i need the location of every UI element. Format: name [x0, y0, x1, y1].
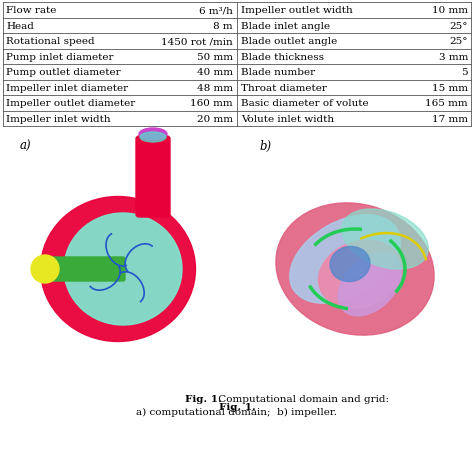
Ellipse shape	[40, 197, 195, 342]
Ellipse shape	[139, 129, 167, 141]
Ellipse shape	[342, 209, 428, 269]
FancyBboxPatch shape	[136, 137, 170, 218]
Text: Impeller outlet width: Impeller outlet width	[241, 6, 353, 15]
Text: Rotational speed: Rotational speed	[6, 37, 95, 46]
Text: Impeller outlet diameter: Impeller outlet diameter	[6, 99, 135, 108]
Text: 20 mm: 20 mm	[197, 114, 233, 123]
Circle shape	[31, 256, 59, 283]
Text: b): b)	[260, 140, 272, 153]
Text: Head: Head	[6, 22, 34, 31]
Text: Computational domain and grid:: Computational domain and grid:	[215, 395, 389, 403]
Text: 5: 5	[461, 68, 468, 77]
Ellipse shape	[276, 203, 434, 336]
Ellipse shape	[140, 133, 166, 143]
Text: Throat diameter: Throat diameter	[241, 84, 327, 93]
Text: Blade number: Blade number	[241, 68, 315, 77]
Text: 17 mm: 17 mm	[432, 114, 468, 123]
Text: Flow rate: Flow rate	[6, 6, 56, 15]
Text: 50 mm: 50 mm	[197, 53, 233, 62]
Text: Fig. 1.: Fig. 1.	[185, 395, 222, 403]
Ellipse shape	[338, 252, 402, 316]
Text: 3 mm: 3 mm	[438, 53, 468, 62]
Text: a): a)	[20, 140, 32, 153]
Text: Impeller inlet width: Impeller inlet width	[6, 114, 110, 123]
Text: Blade thickness: Blade thickness	[241, 53, 324, 62]
Text: a) computational domain;  b) impeller.: a) computational domain; b) impeller.	[137, 407, 337, 416]
Text: 25°: 25°	[449, 22, 468, 31]
Text: Pump outlet diameter: Pump outlet diameter	[6, 68, 120, 77]
Text: 48 mm: 48 mm	[197, 84, 233, 93]
Text: 165 mm: 165 mm	[425, 99, 468, 108]
Text: 1450 rot /min: 1450 rot /min	[161, 37, 233, 46]
Text: Volute inlet width: Volute inlet width	[241, 114, 334, 123]
Text: 40 mm: 40 mm	[197, 68, 233, 77]
Ellipse shape	[319, 241, 401, 308]
Ellipse shape	[290, 215, 400, 303]
Ellipse shape	[64, 213, 182, 325]
Text: 160 mm: 160 mm	[191, 99, 233, 108]
Text: Basic diameter of volute: Basic diameter of volute	[241, 99, 369, 108]
Text: Fig. 1. Computational domain and grid:: Fig. 1. Computational domain and grid:	[0, 458, 1, 459]
Text: 8 m: 8 m	[213, 22, 233, 31]
Text: Pump inlet diameter: Pump inlet diameter	[6, 53, 113, 62]
Ellipse shape	[330, 247, 370, 282]
FancyBboxPatch shape	[41, 257, 125, 281]
Text: Impeller inlet diameter: Impeller inlet diameter	[6, 84, 128, 93]
Text: 15 mm: 15 mm	[432, 84, 468, 93]
Text: Blade outlet angle: Blade outlet angle	[241, 37, 337, 46]
Text: 25°: 25°	[449, 37, 468, 46]
Text: Blade inlet angle: Blade inlet angle	[241, 22, 330, 31]
Text: 10 mm: 10 mm	[432, 6, 468, 15]
Text: Fig. 1.: Fig. 1.	[219, 403, 255, 412]
Text: 6 m³/h: 6 m³/h	[199, 6, 233, 15]
